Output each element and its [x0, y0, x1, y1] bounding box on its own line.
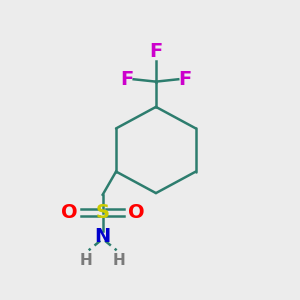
Text: F: F	[120, 70, 134, 89]
Text: H: H	[112, 253, 125, 268]
Text: O: O	[61, 203, 77, 222]
Text: S: S	[96, 203, 110, 222]
Text: N: N	[94, 227, 111, 246]
Text: O: O	[128, 203, 145, 222]
Text: F: F	[149, 42, 163, 62]
Text: H: H	[80, 253, 93, 268]
Text: F: F	[178, 70, 191, 89]
